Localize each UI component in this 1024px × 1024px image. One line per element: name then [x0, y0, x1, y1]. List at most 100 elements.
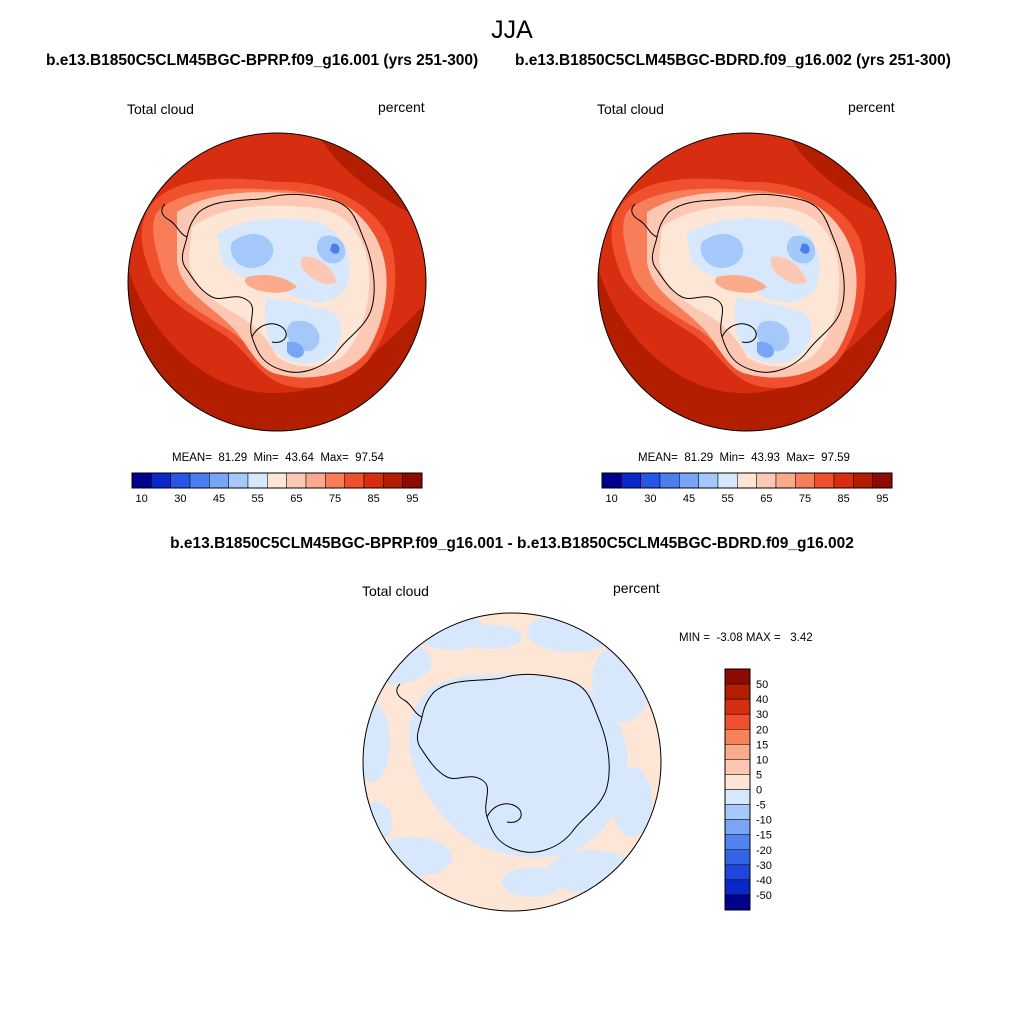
- case2-map-border: [597, 132, 897, 432]
- case2-colorbar-tick-5: 75: [799, 493, 811, 505]
- case1-colorbar-tick-2: 45: [213, 493, 225, 505]
- case2-field: [598, 133, 896, 431]
- diff-field-continent: [408, 674, 628, 858]
- case2-colorbar-box-10: [795, 472, 815, 489]
- diff-field-patch-9: [502, 867, 562, 897]
- case2-min-value: 43.93: [751, 452, 780, 464]
- diff-colorbar-box-8: [724, 789, 751, 805]
- case2-colorbar-frame: [601, 472, 893, 489]
- diff-colorbar-tick-10: -15: [756, 830, 772, 842]
- diff-colorbar-box-9: [724, 804, 751, 820]
- diff-field-patch-5: [372, 837, 452, 877]
- case1-max-value: 97.54: [355, 452, 384, 464]
- case1-colorbar-tick-1: 30: [174, 493, 186, 505]
- case1-min-label: Min=: [253, 452, 279, 464]
- case1-colorbar-frame: [131, 472, 423, 489]
- case1-colorbar-box-0: [131, 472, 152, 489]
- case1-colorbar-box-3: [189, 472, 210, 489]
- diff-colorbar-box-10: [724, 819, 751, 835]
- diff-colorbar-box-6: [724, 759, 751, 775]
- diff-max-label: MAX =: [745, 632, 781, 644]
- diff-colorbar-tick-9: -10: [756, 815, 772, 827]
- case1-colorbar-tick-7: 95: [406, 493, 418, 505]
- case1-colorbar-box-11: [344, 472, 365, 489]
- case2-stats: MEAN= 81.29 Min= 43.93 Max= 97.59: [638, 452, 850, 464]
- diff-colorbar-tick-5: 10: [756, 754, 768, 766]
- case1-variable-label: Total cloud: [127, 101, 194, 117]
- diff-colorbar-box-3: [724, 713, 751, 730]
- diff-units-label: percent: [613, 580, 660, 596]
- case2-colorbar-box-1: [621, 472, 641, 489]
- diff-colorbar-box-14: [724, 879, 751, 896]
- diff-field-patch-3: [592, 642, 652, 722]
- diff-field-patch-2: [527, 613, 617, 652]
- diff-field-patch-8: [462, 625, 522, 649]
- case2-max-label: Max=: [786, 452, 815, 464]
- case1-field: [128, 133, 426, 431]
- diff-colorbar-frame: [724, 668, 751, 911]
- diff-field: [363, 613, 661, 911]
- case1-colorbar-tick-0: 10: [136, 493, 148, 505]
- case1-colorbar-box-14: [402, 472, 423, 489]
- diff-colorbar-box-12: [724, 849, 751, 866]
- case1-colorbar-tick-4: 65: [290, 493, 302, 505]
- diff-colorbar-box-13: [724, 864, 751, 881]
- case2-colorbar-box-8: [756, 472, 777, 489]
- diff-colorbar-box-11: [724, 834, 751, 850]
- case2-colorbar-box-6: [717, 472, 738, 489]
- case2-colorbar-box-9: [775, 472, 796, 489]
- case1-stats: MEAN= 81.29 Min= 43.64 Max= 97.54: [172, 452, 384, 464]
- diff-colorbar-box-4: [724, 729, 751, 745]
- case1-colorbar-box-5: [228, 472, 249, 489]
- diff-colorbar-tick-7: 0: [756, 785, 762, 797]
- diff-colorbar-box-1: [724, 683, 751, 700]
- case1-units-label: percent: [378, 99, 425, 115]
- diff-field-patch-10: [363, 802, 392, 842]
- case2-colorbar-box-0: [601, 472, 622, 489]
- case2-colorbar-tick-1: 30: [644, 493, 656, 505]
- case1-colorbar-box-4: [209, 472, 229, 489]
- case2-min-label: Min=: [719, 452, 745, 464]
- case2-colorbar-box-7: [737, 472, 757, 489]
- diff-colorbar-tick-4: 15: [756, 739, 768, 751]
- diff-variable-label: Total cloud: [362, 583, 429, 599]
- case2-colorbar-box-2: [640, 472, 661, 489]
- case2-units-label: percent: [848, 99, 895, 115]
- case2-colorbar-box-13: [853, 472, 873, 489]
- case2-mean-label: MEAN=: [638, 452, 678, 464]
- case2-colorbar-tick-4: 65: [760, 493, 772, 505]
- case1-colorbar-box-6: [247, 472, 268, 489]
- case2-max-value: 97.59: [821, 452, 850, 464]
- diff-field-patch-4: [363, 702, 390, 782]
- case2-mean-value: 81.29: [684, 452, 714, 464]
- diff-max-value: 3.42: [790, 632, 813, 644]
- case2-colorbar-tick-6: 85: [838, 493, 850, 505]
- case2-title: b.e13.B1850C5CLM45BGC-BDRD.f09_g16.002 (…: [515, 52, 951, 69]
- case1-colorbar-box-9: [305, 472, 326, 489]
- diff-colorbar-tick-1: 40: [756, 694, 768, 706]
- diff-colorbar-tick-14: -50: [756, 890, 772, 902]
- diff-colorbar-tick-3: 20: [756, 724, 768, 736]
- page-title: JJA: [491, 16, 533, 44]
- diff-colorbar-box-5: [724, 744, 751, 760]
- case2-colorbar-tick-0: 10: [606, 493, 618, 505]
- diff-field-patch-7: [612, 767, 652, 837]
- case1-map-border: [127, 132, 427, 432]
- diff-colorbar-tick-8: -5: [756, 800, 766, 812]
- case1-mean-label: MEAN=: [172, 452, 212, 464]
- diff-colorbar-tick-2: 30: [756, 709, 768, 721]
- case2-variable-label: Total cloud: [597, 101, 664, 117]
- diff-field-patch-0: [363, 640, 432, 684]
- case1-colorbar-box-1: [151, 472, 171, 489]
- diff-colorbar-box-0: [724, 668, 751, 685]
- diff-map-border: [362, 612, 662, 912]
- diff-colorbar-tick-13: -40: [756, 875, 772, 887]
- diff-title: b.e13.B1850C5CLM45BGC-BPRP.f09_g16.001 -…: [170, 535, 854, 552]
- case1-colorbar-box-7: [267, 472, 287, 489]
- case1-colorbar-box-2: [170, 472, 191, 489]
- case1-min-value: 43.64: [285, 452, 314, 464]
- diff-colorbar-box-7: [724, 774, 751, 790]
- diff-colorbar-tick-11: -20: [756, 845, 772, 857]
- case2-colorbar-box-5: [698, 472, 719, 489]
